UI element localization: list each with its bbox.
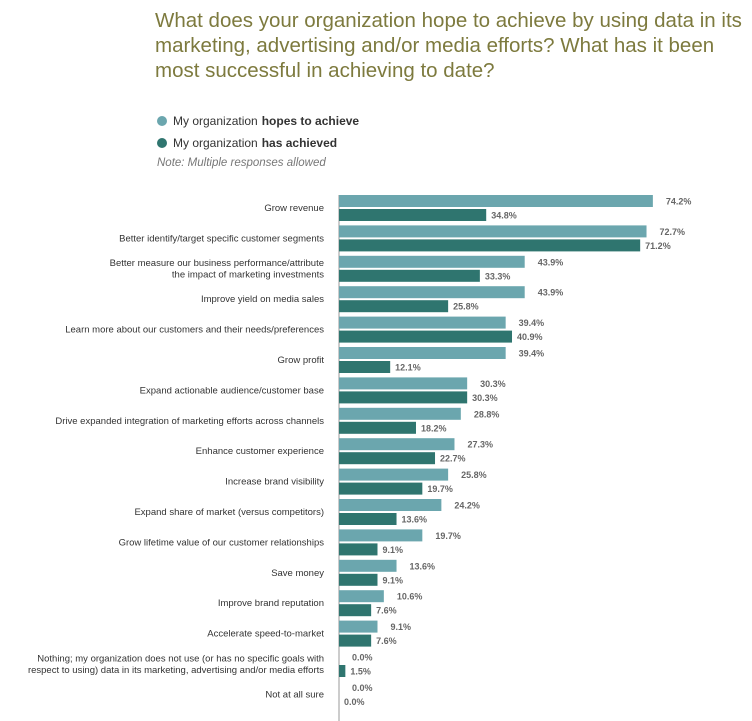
value-label-hopes: 39.4%	[519, 318, 545, 328]
category-label: Learn more about our customers and their…	[65, 325, 324, 336]
bar-hopes	[339, 316, 506, 329]
bar-hopes	[339, 468, 449, 481]
bar-hopes	[339, 407, 461, 420]
category-label: Increase brand visibility	[225, 477, 324, 488]
legend-prefix-achieved: My organization	[173, 136, 258, 150]
bar-achieved	[339, 361, 391, 373]
value-label-hopes: 9.1%	[390, 622, 411, 632]
category-label: Grow revenue	[264, 203, 324, 214]
value-label-hopes: 13.6%	[410, 561, 436, 571]
legend-item-hopes: My organization hopes to achieve	[157, 110, 359, 132]
value-label-hopes: 0.0%	[352, 683, 373, 693]
chart-title: What does your organization hope to achi…	[155, 9, 742, 82]
bar-achieved	[339, 513, 397, 525]
value-label-achieved: 9.1%	[382, 545, 403, 555]
bar-achieved	[339, 300, 449, 313]
bar-hopes	[339, 225, 647, 238]
chart-note: Note: Multiple responses allowed	[157, 157, 326, 169]
category-label: Grow profit	[278, 355, 325, 366]
bar-achieved	[339, 452, 436, 465]
bar-achieved	[339, 391, 468, 404]
value-label-achieved: 7.6%	[376, 636, 397, 646]
category-label: Better measure our business performance/…	[110, 258, 324, 269]
bar-achieved	[339, 665, 346, 677]
legend-swatch-hopes	[157, 116, 167, 126]
category-label: Expand actionable audience/customer base	[140, 385, 324, 396]
bar-hopes	[339, 590, 384, 603]
category-label: Nothing; my organization does not use (o…	[37, 653, 324, 664]
bar-hopes	[339, 195, 653, 207]
bar-achieved	[339, 209, 487, 221]
value-label-hopes: 24.2%	[454, 501, 480, 511]
category-label: Accelerate speed-to-market	[207, 629, 324, 640]
category-label: Expand share of market (versus competito…	[134, 507, 324, 518]
value-label-achieved: 9.1%	[382, 575, 403, 585]
category-label: Save money	[271, 568, 324, 579]
value-label-achieved: 30.3%	[472, 393, 498, 403]
bar-achieved	[339, 239, 641, 252]
value-label-hopes: 28.8%	[474, 409, 500, 419]
bar-achieved	[339, 573, 378, 586]
bar-achieved	[339, 482, 423, 495]
category-label: Drive expanded integration of marketing …	[55, 416, 324, 427]
category-label: Grow lifetime value of our customer rela…	[119, 537, 325, 548]
category-label: the impact of marketing investments	[172, 270, 324, 281]
value-label-achieved: 1.5%	[350, 667, 371, 677]
category-label: Improve brand reputation	[218, 598, 324, 609]
value-label-hopes: 72.7%	[660, 227, 686, 237]
bar-hopes	[339, 529, 423, 542]
bar-hopes	[339, 559, 397, 572]
value-label-hopes: 30.3%	[480, 379, 506, 389]
bar-hopes	[339, 286, 525, 299]
value-label-achieved: 33.3%	[485, 271, 511, 281]
legend-prefix-hopes: My organization	[173, 114, 258, 128]
category-label: Better identify/target specific customer…	[119, 233, 324, 244]
value-label-hopes: 19.7%	[435, 531, 461, 541]
bar-achieved	[339, 421, 416, 434]
value-label-achieved: 0.0%	[344, 697, 365, 707]
value-label-hopes: 10.6%	[397, 592, 423, 602]
bar-achieved	[339, 543, 378, 556]
bar-achieved	[339, 604, 372, 617]
value-label-hopes: 0.0%	[352, 653, 373, 663]
category-label: respect to using) data in its marketing,…	[28, 665, 324, 676]
value-label-achieved: 7.6%	[376, 606, 397, 616]
value-label-achieved: 22.7%	[440, 454, 466, 464]
bar-hopes	[339, 438, 455, 451]
bar-hopes	[339, 499, 442, 511]
value-label-hopes: 27.3%	[467, 440, 493, 450]
bar-achieved	[339, 269, 480, 282]
legend-bold-achieved: has achieved	[261, 136, 338, 150]
value-label-hopes: 43.9%	[538, 288, 564, 298]
value-label-achieved: 34.8%	[491, 211, 517, 221]
value-label-achieved: 12.1%	[395, 363, 421, 373]
legend: My organization hopes to achieve My orga…	[157, 110, 359, 154]
value-label-achieved: 40.9%	[517, 332, 543, 342]
bar-chart: Grow revenue 74.2% 34.8% Better identify/ta…	[28, 195, 692, 721]
value-label-hopes: 74.2%	[666, 197, 692, 207]
bar-hopes	[339, 347, 506, 359]
category-label: Improve yield on media sales	[201, 294, 324, 305]
value-label-achieved: 71.2%	[645, 241, 671, 251]
bar-achieved	[339, 330, 513, 343]
value-label-achieved: 19.7%	[427, 484, 453, 494]
bar-hopes	[339, 255, 525, 268]
category-label: Not at all sure	[265, 689, 324, 700]
legend-swatch-achieved	[157, 138, 167, 148]
value-label-hopes: 25.8%	[461, 470, 487, 480]
legend-item-achieved: My organization has achieved	[157, 132, 359, 154]
bar-hopes	[339, 377, 468, 390]
value-label-achieved: 18.2%	[421, 423, 447, 433]
bar-hopes	[339, 620, 378, 633]
value-label-achieved: 25.8%	[453, 302, 479, 312]
category-label: Enhance customer experience	[196, 446, 324, 457]
value-label-achieved: 13.6%	[402, 515, 428, 525]
value-label-hopes: 39.4%	[519, 349, 545, 359]
legend-bold-hopes: hopes to achieve	[261, 114, 360, 128]
value-label-hopes: 43.9%	[538, 257, 564, 267]
bar-achieved	[339, 634, 372, 647]
